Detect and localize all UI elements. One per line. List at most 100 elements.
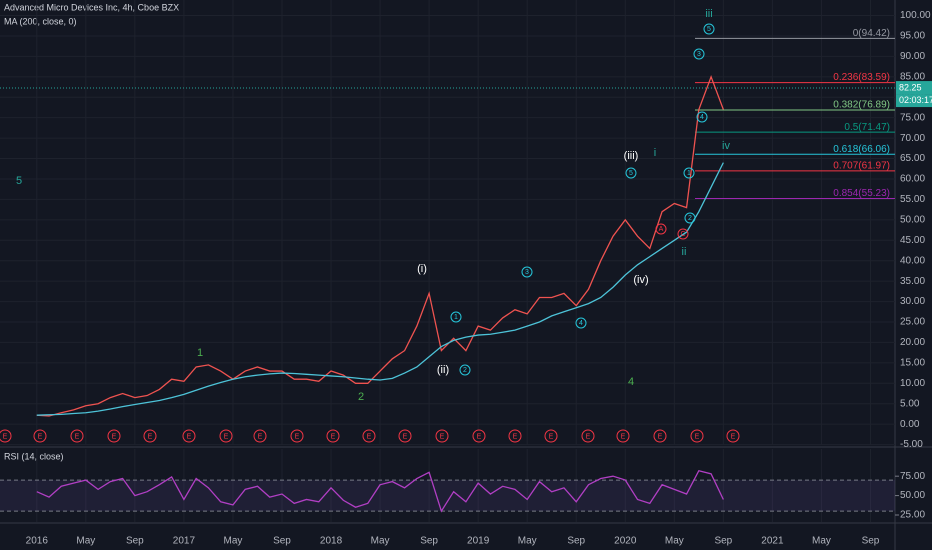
wave-annotation: (iii) [624, 150, 639, 162]
x-tick-label: May [665, 536, 684, 547]
x-tick-label: 2020 [614, 536, 637, 547]
annotation-circle [655, 223, 667, 235]
x-tick-label: May [518, 536, 537, 547]
x-tick-label: Sep [862, 536, 880, 547]
wave-annotation: 1 [687, 170, 691, 177]
wave-annotation: iv [722, 140, 730, 152]
y-tick-label: 25.00 [900, 317, 925, 328]
annotation-circle [575, 317, 587, 329]
wave-annotation: (ii) [437, 364, 449, 376]
y-tick-label: 45.00 [900, 235, 925, 246]
earnings-label: E [295, 433, 300, 440]
y-tick-label: 50.00 [900, 214, 925, 225]
x-tick-label: Sep [126, 536, 144, 547]
wave-annotation: 4 [628, 376, 634, 388]
earnings-label: E [731, 433, 736, 440]
annotation-circle [696, 111, 708, 123]
x-tick-label: Sep [567, 536, 585, 547]
earnings-label: E [549, 433, 554, 440]
y-tick-label: 35.00 [900, 276, 925, 287]
wave-annotation: 3 [697, 51, 701, 58]
earnings-marker [544, 429, 558, 443]
rsi-title: RSI (14, close) [4, 451, 64, 461]
x-tick-label: Sep [420, 536, 438, 547]
fib-label: 0.854(55.23) [833, 188, 890, 199]
earnings-label: E [477, 433, 482, 440]
rsi-band [0, 480, 895, 512]
earnings-marker [398, 429, 412, 443]
y-tick-label: 55.00 [900, 194, 925, 205]
earnings-label: E [658, 433, 663, 440]
earnings-label: E [621, 433, 626, 440]
fib-label: 0.236(83.59) [833, 72, 890, 83]
y-tick-label: 0.00 [900, 419, 920, 430]
earnings-marker [70, 429, 84, 443]
y-tick-label: 100.00 [900, 10, 931, 21]
x-tick-label: Sep [273, 536, 291, 547]
wave-annotation: i [654, 147, 656, 159]
wave-annotation: 1 [197, 347, 203, 359]
earnings-marker [182, 429, 196, 443]
x-tick-label: 2017 [173, 536, 196, 547]
earnings-marker [581, 429, 595, 443]
earnings-marker [219, 429, 233, 443]
earnings-label: E [187, 433, 192, 440]
earnings-marker [362, 429, 376, 443]
wave-annotation: 5 [629, 170, 633, 177]
x-tick-label: May [223, 536, 242, 547]
x-tick-label: 2021 [761, 536, 784, 547]
wave-annotation: (iv) [633, 274, 648, 286]
fib-label: 0.382(76.89) [833, 100, 890, 111]
chart-subtitle: MA (200, close, 0) [4, 16, 77, 26]
price-box [896, 81, 932, 95]
annotation-circle [693, 48, 705, 60]
earnings-label: E [258, 433, 263, 440]
y-tick-label: 85.00 [900, 71, 925, 82]
rsi-tick-label: 50.00 [900, 490, 925, 501]
earnings-label: E [148, 433, 153, 440]
annotation-circle [459, 364, 471, 376]
wave-annotation: ii [682, 246, 687, 258]
earnings-marker [726, 429, 740, 443]
wave-annotation: 4 [700, 114, 704, 121]
x-tick-label: May [812, 536, 831, 547]
wave-annotation: 5 [16, 175, 22, 187]
earnings-label: E [331, 433, 336, 440]
earnings-marker [33, 429, 47, 443]
earnings-label: E [224, 433, 229, 440]
earnings-label: E [695, 433, 700, 440]
earnings-marker [326, 429, 340, 443]
y-tick-label: -5.00 [900, 439, 923, 450]
fib-label: 0.707(61.97) [833, 161, 890, 172]
earnings-marker [653, 429, 667, 443]
rsi-line [36, 469, 724, 513]
fib-label: 0(94.42) [853, 28, 890, 39]
earnings-label: E [367, 433, 372, 440]
x-tick-label: 2019 [467, 536, 490, 547]
price-box-label: 82.25 [899, 82, 922, 92]
y-tick-label: 20.00 [900, 337, 925, 348]
wave-annotation: 4 [579, 320, 583, 327]
annotation-circle [625, 167, 637, 179]
earnings-marker [472, 429, 486, 443]
wave-annotation: 1 [454, 314, 458, 321]
earnings-label: E [440, 433, 445, 440]
annotation-circle [521, 266, 533, 278]
price-line [36, 74, 724, 417]
earnings-marker [435, 429, 449, 443]
wave-annotation: 2 [463, 367, 467, 374]
wave-annotation: 2 [688, 215, 692, 222]
y-tick-label: 15.00 [900, 358, 925, 369]
annotation-circle [677, 228, 689, 240]
y-tick-label: 75.00 [900, 112, 925, 123]
y-tick-label: 90.00 [900, 51, 925, 62]
earnings-label: E [112, 433, 117, 440]
earnings-marker [107, 429, 121, 443]
earnings-label: E [38, 433, 43, 440]
y-tick-label: 30.00 [900, 296, 925, 307]
y-tick-label: 95.00 [900, 31, 925, 42]
countdown-box [896, 94, 932, 108]
x-tick-label: Sep [714, 536, 732, 547]
